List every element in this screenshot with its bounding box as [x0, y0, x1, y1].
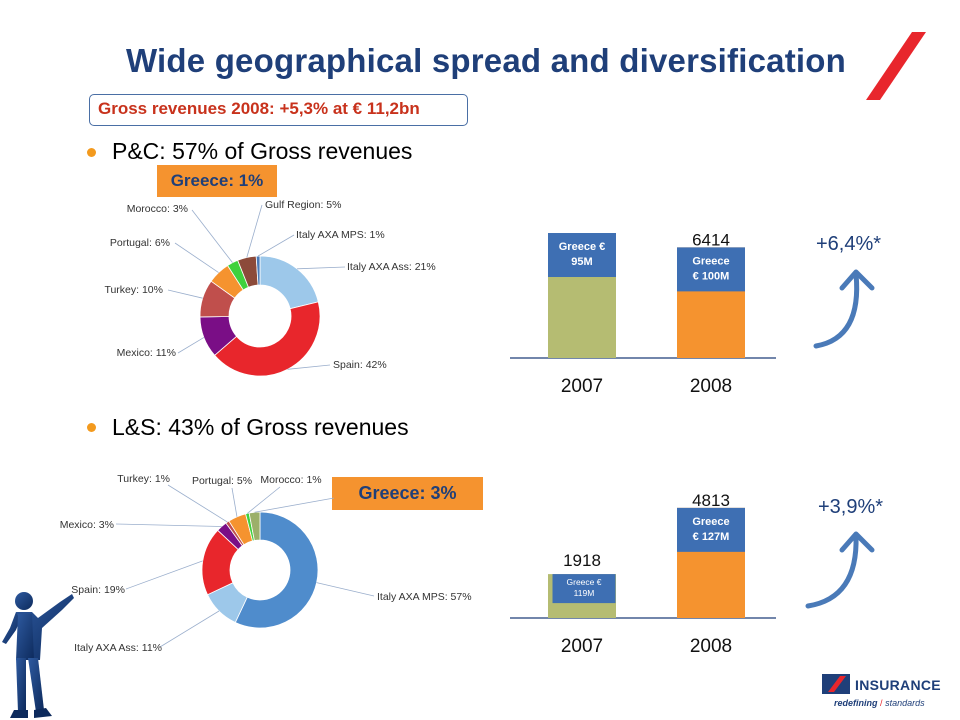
- gross-revenues-box: [89, 94, 468, 126]
- pc-greece-label: Greece: [692, 255, 729, 267]
- bullet-dot-icon: [87, 423, 96, 432]
- ls-greece-label: € 127M: [693, 531, 730, 543]
- pc-greece-box: [548, 233, 616, 278]
- ls-leader-line: [167, 484, 228, 523]
- pc-greece-label: Greece €: [559, 241, 605, 253]
- person-silhouette-icon: [2, 592, 74, 718]
- pc-greece-label: 95M: [571, 256, 592, 268]
- up-arrow-icon: [805, 531, 875, 609]
- ls-slice-label: Turkey: 1%: [117, 473, 170, 485]
- pc-bar-value: 6414: [692, 230, 730, 249]
- pc-category-label: 2007: [561, 376, 603, 397]
- ls-slice-label: Italy AXA MPS: 57%: [377, 591, 472, 603]
- pc-slice-label: Turkey: 10%: [104, 284, 163, 296]
- ls-leader-line: [159, 610, 220, 648]
- pc-leader-line: [246, 204, 263, 258]
- axa-slash-icon: [866, 32, 926, 100]
- pc-slice-label: Gulf Region: 5%: [265, 199, 341, 211]
- ls-leader-line: [231, 487, 238, 517]
- ls-leader-line: [125, 560, 203, 590]
- pc-slice-label: Spain: 42%: [333, 359, 387, 371]
- ls-slice: [234, 511, 319, 629]
- pc-leader-line: [287, 364, 331, 370]
- ls-greece-label: Greece: 3%: [332, 477, 483, 510]
- axa-logo-icon: [822, 674, 850, 694]
- pc-leader-line: [177, 337, 205, 354]
- pc-bar-value: 5276: [563, 225, 601, 229]
- logo-tagline: redefining / standards: [834, 698, 925, 708]
- ls-bar-value: 4813: [692, 491, 730, 510]
- logo-tagline-1: redefining: [834, 698, 878, 708]
- ls-leader-line: [254, 497, 335, 513]
- pc-slice: [214, 301, 321, 377]
- pc-greece-label: € 100M: [693, 270, 730, 282]
- gross-revenues-text: Gross revenues 2008: +5,3% at € 11,2bn: [98, 99, 420, 118]
- pc-bar: [548, 267, 616, 358]
- ls-leader-line: [316, 582, 375, 597]
- logo-slash: /: [880, 698, 883, 708]
- bullet-dot-icon: [87, 148, 96, 157]
- pc-leader-line: [167, 289, 203, 299]
- ls-slice-label: Mexico: 3%: [60, 519, 114, 531]
- pc-leader-line: [174, 242, 219, 273]
- ls-donut-chart: Italy AXA MPS: 57% Italy AXA Ass: 11% Spai…: [60, 473, 472, 654]
- pc-slice: [255, 255, 261, 286]
- ls-category-label: 2007: [561, 636, 603, 657]
- up-arrow-icon: [813, 269, 875, 349]
- pc-donut-chart: Italy AXA Ass: 21% Spain: 42% Mexico: 11% T…: [104, 199, 436, 377]
- ls-greece-label: 119M: [574, 588, 595, 598]
- ls-slice: [248, 511, 261, 541]
- pc-greece-label: Greece: 1%: [157, 165, 277, 197]
- pc-slice-label: Mexico: 11%: [117, 347, 176, 359]
- pc-slice-label: Italy AXA MPS: 1%: [296, 229, 385, 241]
- ls-greece-label: Greece €: [567, 577, 602, 587]
- ls-greece-box: [552, 574, 616, 604]
- ls-leader-line: [115, 523, 222, 527]
- pc-category-label: 2008: [690, 376, 732, 397]
- ls-bar-chart: Greece €119M 1918 2007 Greece € 127M 4813 2008: [510, 491, 776, 657]
- pc-slice: [259, 255, 319, 310]
- ls-greece-box: [677, 507, 745, 552]
- ls-bar-value: 1918: [563, 551, 601, 570]
- ls-greece-label: Greece: [692, 516, 729, 528]
- pc-leader-line: [257, 234, 295, 257]
- pc-bullet: P&C: 57% of Gross revenues: [112, 138, 413, 164]
- pc-leader-line: [191, 209, 233, 263]
- pc-leader-line: [297, 266, 346, 270]
- pc-slice-label: Morocco: 3%: [127, 203, 188, 215]
- pc-greece-box: [677, 247, 745, 292]
- pc-slice-label: Italy AXA Ass: 21%: [347, 261, 436, 273]
- ls-bullet: L&S: 43% of Gross revenues: [112, 414, 409, 440]
- logo-tagline-2: standards: [885, 698, 925, 708]
- logo-brand: INSURANCE: [855, 677, 941, 693]
- pc-slice-label: Portugal: 6%: [110, 237, 170, 249]
- page-title: Wide geographical spread and diversifica…: [125, 42, 846, 79]
- ls-slice-label: Portugal: 5%: [192, 475, 252, 487]
- ls-leader-line: [247, 486, 281, 514]
- ls-growth: +3,9%*: [818, 496, 884, 518]
- pc-growth: +6,4%*: [816, 233, 882, 255]
- ls-category-label: 2008: [690, 636, 732, 657]
- pc-bar-chart: Greece € 95M 5276 2007 Greece € 100M 6414 2008: [510, 225, 776, 397]
- ls-slice-label: Morocco: 1%: [260, 474, 321, 486]
- ls-slice-label: Italy AXA Ass: 11%: [74, 642, 162, 654]
- ls-slice-label: Spain: 19%: [71, 584, 125, 596]
